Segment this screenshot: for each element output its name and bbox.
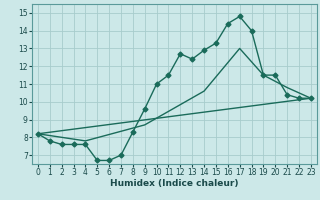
X-axis label: Humidex (Indice chaleur): Humidex (Indice chaleur) (110, 179, 239, 188)
